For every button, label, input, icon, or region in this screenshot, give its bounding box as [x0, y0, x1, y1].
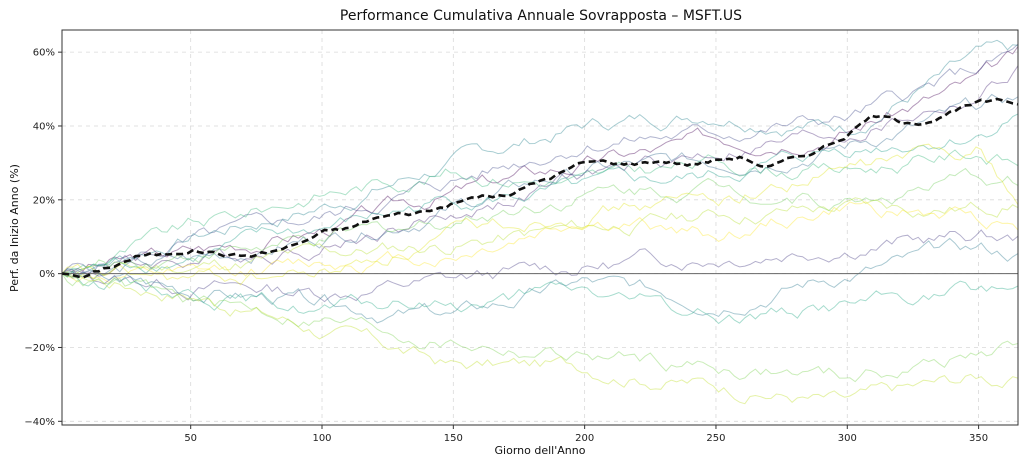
- year-series-line: [61, 43, 1019, 274]
- year-series-line: [61, 270, 1019, 325]
- y-tick-label: 40%: [33, 121, 55, 132]
- y-tick-label: −40%: [24, 417, 55, 428]
- grid-layer: [62, 30, 1018, 425]
- x-axis-label: Giorno dell'Anno: [495, 444, 586, 457]
- y-axis-ticks: −40% −20% 0% 20% 40% 60%: [24, 48, 62, 428]
- x-tick-label: 300: [838, 433, 857, 444]
- y-tick-label: 20%: [33, 195, 55, 206]
- x-tick-label: 150: [444, 433, 463, 444]
- y-tick-label: −20%: [24, 343, 55, 354]
- plot-frame: [61, 29, 1019, 426]
- mean-series-line: [61, 97, 1019, 279]
- year-series-line: [61, 113, 1019, 274]
- x-tick-label: 250: [706, 433, 725, 444]
- x-tick-label: 200: [575, 433, 594, 444]
- year-series-line: [61, 143, 1019, 286]
- year-series-line: [61, 229, 1019, 303]
- chart-title: Performance Cumulativa Annuale Sovrappos…: [340, 8, 742, 24]
- year-series-line: [61, 273, 1019, 383]
- year-series-line: [61, 167, 1019, 278]
- x-tick-label: 100: [312, 433, 331, 444]
- year-series-line: [61, 272, 1019, 405]
- x-axis-ticks: 50 100 150 200 250 300 350: [184, 425, 988, 444]
- year-series-line: [61, 201, 1019, 284]
- year-series-line: [61, 197, 1019, 280]
- series-layer: [61, 39, 1019, 405]
- y-tick-label: 60%: [33, 48, 55, 59]
- year-series-line: [61, 237, 1019, 324]
- year-series-line: [61, 65, 1019, 277]
- year-series-line: [61, 46, 1019, 275]
- year-series-line: [61, 149, 1019, 275]
- year-series-line: [61, 39, 1019, 278]
- mean-line-layer: [61, 97, 1019, 279]
- y-axis-label: Perf. da Inizio Anno (%): [8, 164, 21, 292]
- x-tick-label: 50: [184, 433, 197, 444]
- y-tick-label: 0%: [39, 269, 55, 280]
- x-tick-label: 350: [969, 433, 988, 444]
